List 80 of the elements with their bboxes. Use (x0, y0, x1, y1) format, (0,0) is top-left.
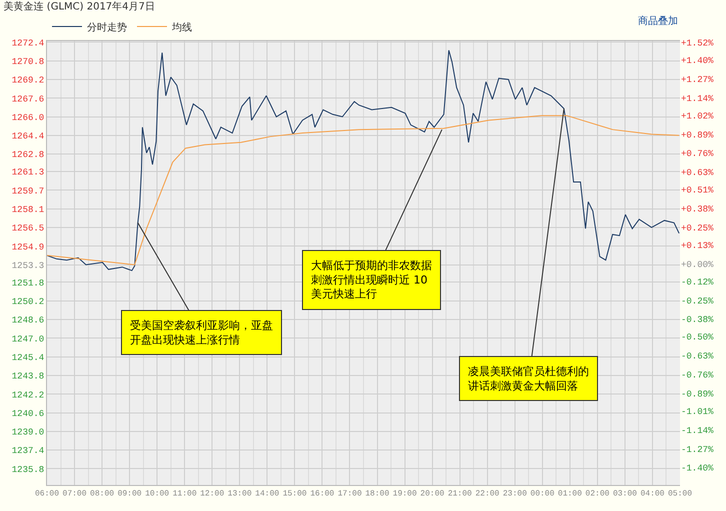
x-tick-label: 17:00 (338, 490, 362, 499)
y2-tick-label: -1.01% (681, 406, 714, 417)
x-tick-label: 20:00 (420, 490, 444, 499)
x-tick-label: 09:00 (118, 490, 142, 499)
annotation: 受美国空袭叙利亚影响，亚盘开盘出现快速上涨行情 (130, 319, 273, 346)
y2-tick-label: -1.40% (681, 464, 714, 474)
y-tick-label: 1269.2 (12, 76, 44, 86)
y-tick-label: 1270.8 (12, 56, 44, 67)
y2-tick-label: +0.63% (681, 168, 714, 178)
y-tick-label: 1235.8 (12, 464, 44, 475)
x-tick-label: 12:00 (200, 490, 224, 499)
text: 商品叠加 (638, 15, 678, 27)
y-tick-label: 1259.7 (12, 186, 44, 196)
y2-tick-label: +1.40% (681, 56, 714, 66)
y2-tick-label: -0.38% (681, 315, 714, 326)
x-tick-label: 10:00 (145, 490, 170, 499)
y2-tick-label: -0.63% (681, 352, 714, 362)
y2-tick-label: -0.12% (681, 277, 714, 288)
y-tick-label: 1253.3 (12, 260, 44, 271)
y-tick-label: 1240.6 (12, 408, 44, 419)
y-tick-label: 1242.2 (12, 390, 44, 400)
y-tick-label: 1251.8 (12, 278, 44, 288)
y2-tick-label: +0.51% (681, 186, 714, 196)
y2-tick-label: -1.27% (681, 444, 714, 455)
x-tick-label: 05:00 (668, 490, 692, 499)
y2-tick-label: -0.50% (681, 332, 714, 343)
y2-tick-label: +1.14% (681, 94, 714, 104)
x-tick-label: 06:00 (34, 490, 60, 499)
x-tick-label: 11:00 (172, 490, 197, 499)
y-tick-label: 1266.0 (12, 112, 44, 123)
y-tick-label: 1272.4 (12, 38, 44, 48)
legend-label: 分时走势 (87, 21, 127, 34)
y-tick-label: 1248.6 (12, 316, 44, 326)
y-tick-label: 1239.0 (12, 428, 44, 438)
y-tick-label: 1237.4 (12, 446, 44, 456)
y-tick-label: 1258.1 (12, 204, 44, 215)
x-tick-label: 21:00 (448, 490, 472, 499)
x-tick-label: 00:00 (530, 490, 555, 499)
annotation: 大幅低于预期的非农数据刺激行情出现瞬时近 10美元快速上行 (311, 259, 432, 301)
y-tick-label: 1262.8 (12, 150, 44, 160)
annotation: 凌晨美联储官员杜德利的讲话刺激黄金大幅回落 (468, 365, 589, 392)
y2-tick-label: +0.76% (681, 149, 714, 160)
y-tick-label: 1243.8 (12, 372, 44, 382)
x-tick-label: 03:00 (612, 490, 638, 499)
y2-tick-label: -0.89% (681, 389, 714, 400)
y2-tick-label: +1.02% (681, 111, 714, 122)
line-series (47, 50, 680, 272)
x-tick-label: 13:00 (228, 490, 252, 499)
y-tick-label: 1264.4 (12, 132, 44, 142)
y2-tick-label: -0.76% (681, 370, 714, 381)
y2-tick-label: +1.27% (681, 75, 714, 85)
x-tick-label: 07:00 (62, 490, 87, 499)
legend-label: 均线 (171, 21, 192, 34)
x-tick-label: 23:00 (502, 490, 528, 499)
chart-title: 美黄金连 (GLMC) 2017年4月7日 (4, 0, 155, 13)
x-tick-label: 18:00 (365, 490, 390, 499)
y-tick-label: 1250.2 (12, 297, 44, 308)
y2-tick-label: -0.25% (681, 296, 714, 306)
x-tick-label: 19:00 (392, 490, 417, 499)
y2-tick-label: +0.25% (681, 223, 714, 234)
y-tick-label: 1261.3 (12, 168, 44, 178)
y2-tick-label: +0.00% (681, 260, 714, 270)
x-tick-label: 08:00 (90, 490, 114, 499)
y-tick-label: 1245.4 (12, 352, 44, 363)
x-tick-label: 02:00 (585, 490, 610, 499)
y2-tick-label: +0.89% (681, 130, 714, 140)
y2-tick-label: -1.14% (681, 426, 714, 436)
x-tick-label: 14:00 (255, 490, 280, 499)
y-tick-label: 1247.0 (12, 334, 44, 344)
y2-tick-label: +1.52% (681, 38, 714, 49)
x-tick-label: 04:00 (640, 490, 665, 499)
x-tick-label: 16:00 (310, 490, 334, 499)
x-tick-label: 01:00 (558, 490, 582, 499)
x-tick-label: 15:00 (282, 490, 307, 499)
y-tick-label: 1254.9 (12, 242, 44, 252)
y-tick-label: 1267.6 (12, 94, 44, 104)
y2-tick-label: +0.38% (681, 204, 714, 215)
y2-tick-label: +0.13% (681, 240, 714, 251)
y-tick-label: 1256.5 (12, 224, 44, 234)
x-tick-label: 22:00 (475, 490, 500, 499)
